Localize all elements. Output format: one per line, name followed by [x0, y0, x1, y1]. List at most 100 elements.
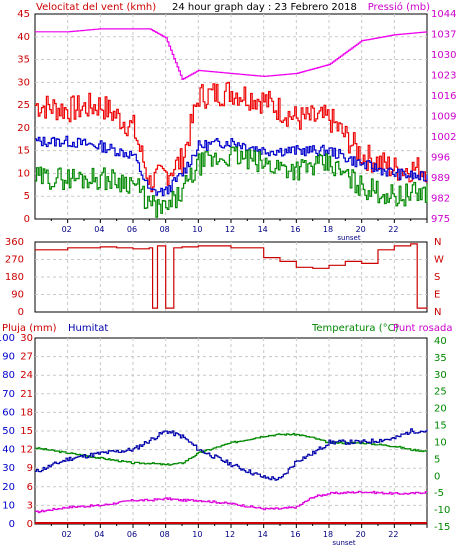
y-tick-label: 90 — [11, 290, 24, 301]
humidity-label: Humitat — [68, 323, 108, 334]
series-wind — [35, 146, 428, 218]
y-tick-label: 10 — [2, 500, 15, 511]
y-tick-label: 3 — [27, 500, 33, 511]
y-tick-label: 10 — [434, 437, 447, 448]
series-temperature — [35, 432, 428, 466]
series-gust — [35, 81, 428, 193]
y-tick-label: S — [434, 272, 440, 283]
x-tick-label: 04 — [94, 225, 104, 234]
temperature-label: Temperatura (°C) — [311, 323, 399, 334]
wind-direction-series — [35, 243, 428, 310]
y-tick-label: -10 — [434, 505, 450, 516]
x-tick-label: 20 — [356, 225, 366, 234]
x-tick-label: 14 — [258, 225, 268, 234]
y-tick-label: 975 — [431, 214, 450, 225]
x-tick-label: 20 — [356, 530, 366, 539]
y-tick-label: 982 — [431, 194, 450, 205]
x-tick-label: 08 — [160, 225, 170, 234]
y-tick-label: 20 — [2, 482, 15, 493]
y-tick-label: 35 — [17, 55, 30, 66]
dewpoint-label: Punt rosada — [393, 323, 452, 334]
y-tick-label: 1016 — [431, 91, 456, 102]
y-tick-label: 1023 — [431, 71, 456, 82]
y-tick-label: 1002 — [431, 132, 456, 143]
x-tick-label: 06 — [127, 225, 137, 234]
wind-pressure-series — [35, 28, 428, 218]
y-tick-label: 24 — [20, 370, 33, 381]
y-tick-label: 9 — [27, 463, 33, 474]
x-tick-label: 22 — [388, 225, 398, 234]
temperature-series — [35, 428, 428, 524]
x-tick-label: 16 — [290, 225, 300, 234]
y-tick-label: 15 — [434, 421, 447, 432]
x-tick-label: 10 — [192, 225, 202, 234]
y-tick-label: E — [434, 290, 440, 301]
temperature-x-ticks: 02 04 06 08 10 12 14 16 18 20 22 — [50, 524, 428, 539]
series-humidity — [35, 428, 428, 481]
y-tick-label: 10 — [17, 168, 30, 179]
y-tick-label: 30 — [17, 77, 30, 88]
sunset-marker-3: sunset — [332, 539, 355, 547]
y-tick-label: 100 — [0, 333, 15, 344]
wind-speed-axis-ticks: 0 5 10 15 20 25 30 35 40 45 — [17, 9, 30, 225]
x-tick-label: 18 — [323, 225, 333, 234]
series-direction — [35, 243, 428, 310]
wind-pressure-x-ticks: 02 04 06 08 10 12 14 16 18 20 22 — [50, 219, 428, 234]
x-tick-label: 06 — [127, 530, 137, 539]
y-tick-label: 1030 — [431, 50, 456, 61]
x-tick-label: 18 — [323, 530, 333, 539]
y-tick-label: 180 — [5, 272, 24, 283]
x-tick-label: 04 — [94, 530, 104, 539]
y-tick-label: W — [434, 255, 444, 266]
y-tick-label: 70 — [2, 389, 15, 400]
x-tick-label: 12 — [225, 530, 235, 539]
y-tick-label: 6 — [27, 482, 33, 493]
y-tick-label: 60 — [2, 407, 15, 418]
x-tick-label: 12 — [225, 225, 235, 234]
y-tick-label: 5 — [434, 454, 440, 465]
y-tick-label: 0 — [24, 214, 30, 225]
wind-direction-grid — [35, 242, 427, 312]
y-tick-label: 1044 — [431, 9, 456, 20]
y-tick-label: 0 — [434, 471, 440, 482]
rain-label: Pluja (mm) — [2, 323, 57, 334]
x-tick-label: 02 — [62, 225, 72, 234]
y-tick-label: 1009 — [431, 112, 456, 123]
y-tick-label: 40 — [434, 336, 447, 347]
x-tick-label: 08 — [160, 530, 170, 539]
wind-direction-degree-ticks: 0 90 180 270 360 — [5, 237, 24, 318]
y-tick-label: 21 — [20, 389, 33, 400]
temperature-axis-ticks: -15 -10 -5 0 5 10 15 20 25 30 35 40 — [434, 336, 450, 533]
y-tick-label: 45 — [17, 9, 30, 20]
y-tick-label: 0 — [27, 519, 33, 530]
y-tick-label: 30 — [20, 333, 33, 344]
pressure-label: Pressió (mb) — [368, 1, 430, 13]
y-tick-label: 20 — [17, 123, 30, 134]
y-tick-label: 0 — [9, 519, 15, 530]
y-tick-label: 270 — [5, 255, 24, 266]
rain-axis-ticks: 0 3 6 9 12 15 18 21 24 27 30 — [20, 333, 33, 530]
y-tick-label: 50 — [2, 426, 15, 437]
x-tick-label: 02 — [62, 530, 72, 539]
temperature-grid — [35, 338, 427, 524]
y-tick-label: 35 — [434, 353, 447, 364]
y-tick-label: 80 — [2, 370, 15, 381]
x-tick-label: 14 — [258, 530, 268, 539]
y-tick-label: -5 — [434, 488, 444, 499]
y-tick-label: 1037 — [431, 30, 456, 41]
humidity-axis-ticks: 0 10 20 30 40 50 60 70 80 90 100 — [0, 333, 15, 530]
y-tick-label: 20 — [434, 404, 447, 415]
x-tick-label: 22 — [388, 530, 398, 539]
series-average — [35, 135, 428, 197]
y-tick-label: -15 — [434, 522, 450, 533]
x-tick-label: 10 — [192, 530, 202, 539]
y-tick-label: 15 — [20, 426, 33, 437]
y-tick-label: 40 — [2, 445, 15, 456]
y-tick-label: 18 — [20, 407, 33, 418]
wind-speed-label: Velocitat del vent (kmh) — [36, 2, 156, 13]
y-tick-label: 30 — [434, 370, 447, 381]
